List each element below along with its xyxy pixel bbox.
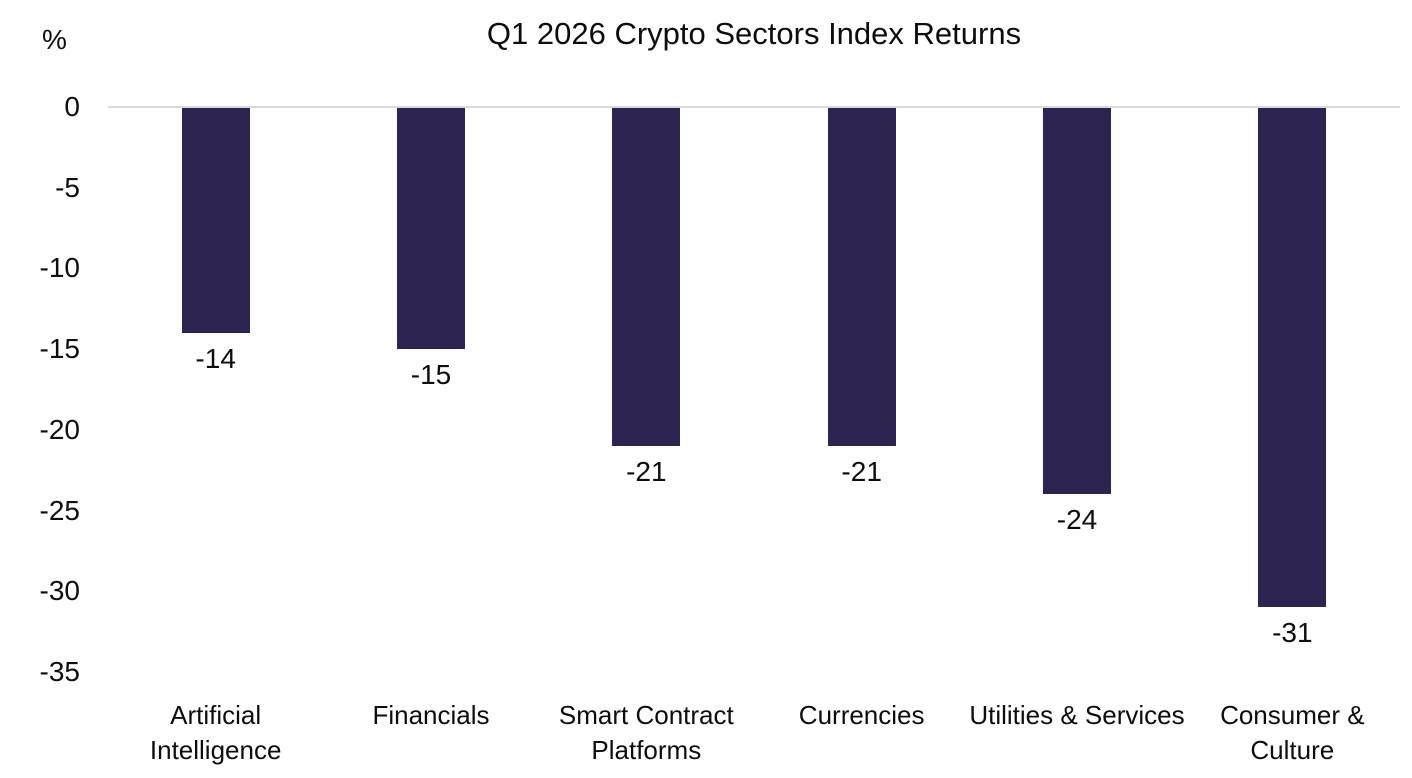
- y-axis-unit-label: %: [42, 24, 67, 55]
- bar: [827, 108, 896, 446]
- x-category-label: Consumer & Culture: [1220, 700, 1365, 766]
- bar: [397, 108, 465, 350]
- bar-data-label: -14: [195, 343, 236, 374]
- y-tick-label: -15: [39, 333, 80, 365]
- bar-data-label: -24: [1056, 504, 1098, 536]
- bar: [612, 108, 681, 446]
- x-category-label: Financials: [372, 700, 490, 730]
- bar: [1043, 108, 1111, 495]
- bar-data-label: -21: [841, 456, 882, 487]
- y-tick-label: 0: [64, 91, 80, 122]
- x-category-label: Artificial Intelligence: [149, 700, 282, 766]
- bar: [181, 108, 250, 333]
- y-tick-label: -5: [55, 171, 80, 203]
- y-tick-label: -25: [39, 494, 80, 526]
- chart-title: Q1 2026 Crypto Sectors Index Returns: [486, 16, 1022, 51]
- x-category-label: Currencies: [798, 700, 925, 730]
- x-category-label: Smart Contract Platforms: [558, 700, 734, 766]
- y-tick-label: -35: [39, 656, 80, 687]
- zero-gridline: [108, 106, 1400, 108]
- bar: [1258, 108, 1327, 608]
- bar-data-label: -21: [626, 456, 667, 487]
- y-tick-label: -20: [39, 413, 80, 445]
- bar-data-label: -15: [410, 359, 452, 391]
- y-tick-label: -30: [39, 575, 80, 607]
- bar-data-label: -31: [1272, 617, 1313, 649]
- x-category-label: Utilities & Services: [969, 700, 1185, 730]
- y-tick-label: -10: [39, 252, 80, 284]
